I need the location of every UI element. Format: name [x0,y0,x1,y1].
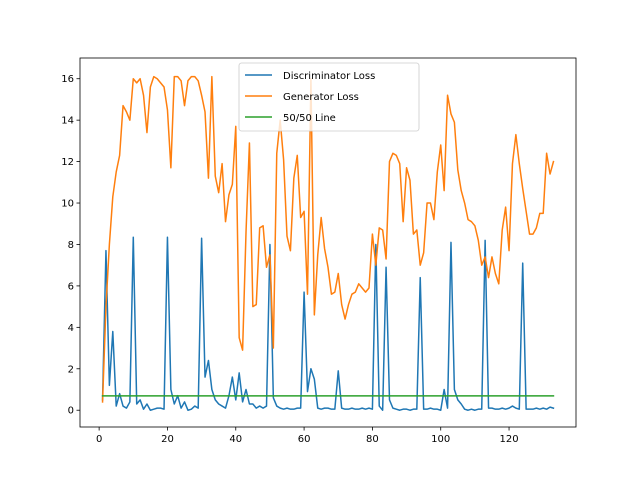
y-tick-label: 6 [68,281,74,292]
y-tick-label: 16 [61,74,74,85]
legend-label-0: Discriminator Loss [283,71,375,82]
y-axis-ticks: 0 2 4 6 8 10 12 14 16 [61,74,80,417]
x-axis-ticks: 0 20 40 60 80 100 120 [96,427,519,445]
legend-box [238,62,420,132]
y-tick-label: 2 [68,364,74,375]
y-tick-label: 12 [61,157,74,168]
x-tick-label: 80 [366,434,379,445]
x-tick-label: 60 [298,434,311,445]
y-tick-label: 0 [68,406,74,417]
y-tick-label: 14 [61,116,74,127]
legend-label-2: 50/50 Line [283,113,336,124]
y-tick-label: 8 [68,240,74,251]
legend: Discriminator Loss Generator Loss 50/50 Li… [238,62,420,132]
x-tick-label: 120 [499,434,518,445]
x-tick-label: 20 [161,434,174,445]
axes-layer [79,57,577,428]
legend-label-1: Generator Loss [283,92,359,103]
x-tick-label: 40 [229,434,242,445]
axes-frame [79,57,577,428]
x-tick-label: 100 [431,434,450,445]
series-layer [101,75,555,411]
series-line-1 [101,75,555,403]
y-tick-label: 4 [68,323,74,334]
y-tick-label: 10 [61,199,74,210]
x-tick-label: 0 [96,434,102,445]
